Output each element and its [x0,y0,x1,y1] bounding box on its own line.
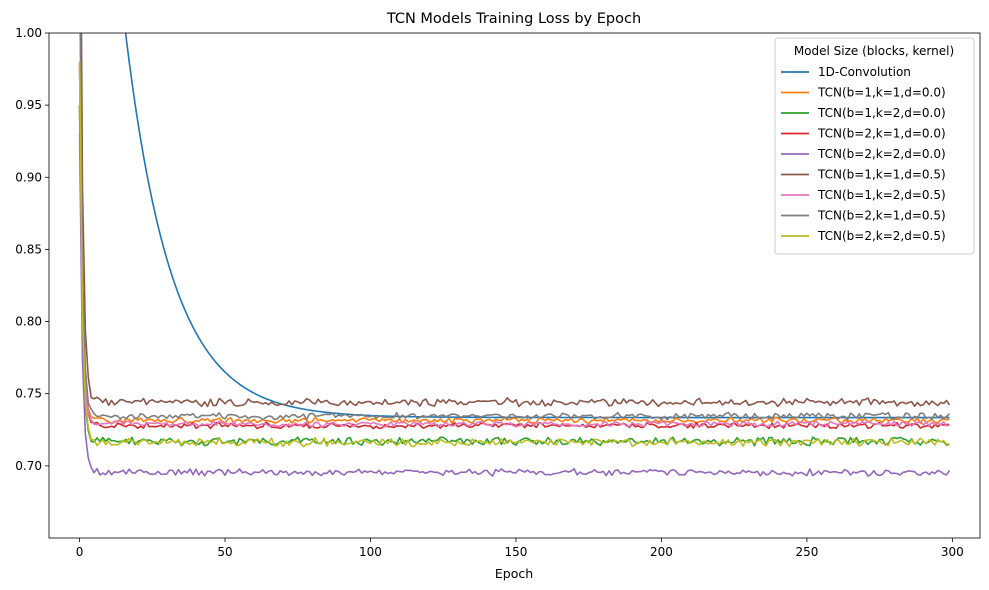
x-tick-label: 0 [76,545,84,559]
legend-entry: TCN(b=2,k=2,d=0.5) [817,229,946,243]
x-tick-label: 250 [795,545,818,559]
y-tick-label: 0.90 [15,170,42,184]
series-line-1 [124,33,950,419]
legend-box [774,37,975,255]
x-tick-label: 100 [359,545,382,559]
legend-entry: TCN(b=1,k=1,d=0.5) [817,168,946,182]
legend-entry: TCN(b=2,k=1,d=0.5) [817,209,946,223]
x-axis: 0 50 100 150 200 250 300 [76,538,964,559]
plot-frame [48,32,981,539]
legend-entry: TCN(b=2,k=2,d=0.0) [817,147,946,161]
series-line-6 [80,33,951,408]
y-tick-label: 0.75 [15,387,42,401]
chart-title: TCN Models Training Loss by Epoch [386,11,641,27]
series-lines [78,33,951,477]
x-tick-label: 300 [941,545,964,559]
y-tick-label: 0.80 [15,315,42,329]
legend-entry: TCN(b=1,k=1,d=0.0) [817,86,946,100]
y-axis: 0.70 0.75 0.80 0.85 0.90 0.95 1.00 [15,26,49,473]
y-tick-label: 1.00 [15,26,42,40]
legend-title: Model Size (blocks, kernel) [794,44,954,58]
x-axis-label: Epoch [495,566,533,581]
y-tick-label: 0.70 [15,459,42,473]
x-tick-label: 50 [217,545,232,559]
y-tick-label: 0.95 [15,98,42,112]
series-line-4 [78,61,950,430]
legend-items: 1D-Convolution TCN(b=1,k=1,d=0.0) TCN(b=1,… [781,65,946,243]
legend-entry: 1D-Convolution [818,65,911,79]
series-line-8 [79,33,951,421]
legend: Model Size (blocks, kernel) 1D-Convoluti… [774,37,975,255]
y-tick-label: 0.85 [15,242,42,256]
legend-entry: TCN(b=1,k=2,d=0.0) [817,106,946,120]
x-tick-label: 150 [505,545,528,559]
series-line-5 [78,133,951,477]
legend-entry: TCN(b=2,k=1,d=0.0) [817,127,946,141]
series-line-7 [78,61,950,428]
series-line-9 [78,61,950,448]
x-tick-label: 200 [650,545,673,559]
legend-entry: TCN(b=1,k=2,d=0.5) [817,188,946,202]
